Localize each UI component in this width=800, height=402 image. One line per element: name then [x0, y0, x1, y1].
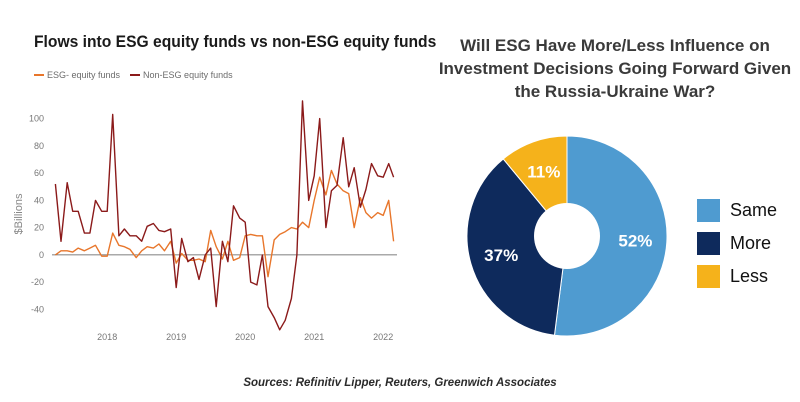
pie-slice-more	[466, 158, 568, 336]
pie-legend-swatch-more	[697, 232, 720, 255]
legend-swatch-non-esg	[130, 74, 141, 76]
pie-data-label: 52%	[618, 231, 652, 250]
sources-note: Sources: Refinitiv Lipper, Reuters, Gree…	[243, 377, 557, 389]
line-chart-title: Flows into ESG equity funds vs non-ESG e…	[34, 32, 437, 51]
y-tick-label: 60	[34, 168, 44, 178]
series-line-non-esg	[54, 100, 395, 331]
pie-legend-item-more: More	[697, 227, 777, 260]
legend-label-esg: ESG- equity funds	[47, 70, 121, 80]
x-tick-label: 2022	[373, 332, 393, 342]
y-tick-label: 40	[34, 195, 44, 205]
pie-legend-item-same: Same	[697, 194, 777, 227]
legend-swatch-esg	[34, 74, 44, 76]
pie-legend-item-less: Less	[697, 260, 777, 293]
pie-legend-label-same: Same	[730, 200, 778, 220]
x-tick-label: 2020	[235, 332, 255, 342]
x-tick-label: 2021	[304, 332, 324, 342]
pie-legend-swatch-same	[697, 199, 720, 222]
y-tick-label: 100	[29, 114, 44, 124]
x-tick-label: 2019	[166, 332, 186, 342]
legend-label-non-esg: Non-ESG equity funds	[143, 70, 233, 80]
donut-hole	[534, 203, 600, 269]
x-tick-label: 2018	[97, 332, 117, 342]
pie-legend-label-less: Less	[730, 266, 769, 286]
pie-legend-label-more: More	[730, 233, 772, 253]
pie-data-label: 37%	[484, 246, 518, 265]
y-tick-label: 80	[34, 141, 44, 151]
y-tick-label: -40	[31, 304, 44, 314]
pie-data-label: 11%	[527, 163, 560, 182]
y-axis-label: $Billions	[13, 193, 25, 234]
pie-chart-title: Will ESG Have More/Less Influence on Inv…	[438, 36, 792, 101]
y-tick-label: 0	[39, 250, 44, 260]
pie-chart-legend: Same More Less	[697, 194, 777, 293]
line-chart-legend: ESG- equity funds Non-ESG equity funds	[34, 70, 243, 80]
y-tick-label: 20	[34, 223, 44, 233]
y-tick-label: -20	[31, 277, 44, 287]
pie-legend-swatch-less	[697, 265, 720, 288]
pie-slice-same	[553, 135, 668, 337]
